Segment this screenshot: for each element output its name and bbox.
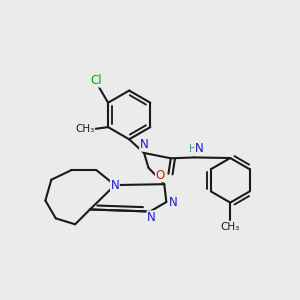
Text: N: N: [140, 138, 148, 151]
Text: N: N: [147, 211, 156, 224]
Text: O: O: [155, 169, 165, 182]
Text: CH₃: CH₃: [75, 124, 94, 134]
Text: H: H: [189, 144, 196, 154]
Text: CH₃: CH₃: [220, 222, 240, 232]
Text: N: N: [169, 196, 177, 208]
Text: N: N: [111, 178, 119, 192]
Text: N: N: [195, 142, 204, 155]
Text: Cl: Cl: [90, 74, 102, 87]
